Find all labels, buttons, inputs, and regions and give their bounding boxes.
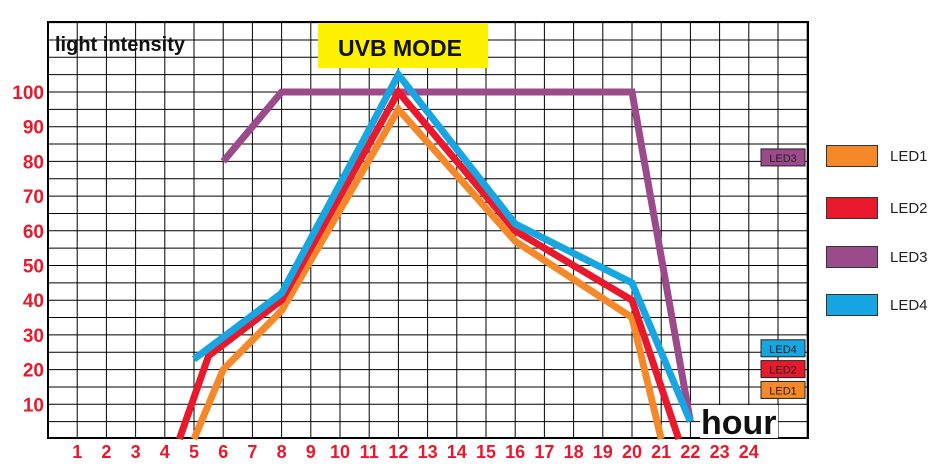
x-tick-label: 8	[277, 442, 287, 462]
y-tick-label: 30	[23, 326, 44, 347]
x-tick-label: 14	[447, 442, 467, 462]
series-line-led3	[220, 88, 694, 423]
plot-frame	[47, 21, 809, 439]
x-tick-label: 22	[680, 442, 700, 462]
x-axis-ticks: 1 2 3 4 5 6 7 8 9 10 11 12 13 14 15 16 17 18 19 20 21 22 23 24	[72, 442, 759, 462]
legend-item-led2: LED2	[826, 196, 928, 220]
y-tick-label: 70	[23, 187, 44, 208]
x-tick-label: 19	[593, 442, 613, 462]
x-tick-label: 18	[564, 442, 584, 462]
x-tick-label: 1	[72, 442, 82, 462]
legend-swatch	[826, 294, 878, 316]
x-axis-label-background	[700, 405, 778, 438]
end-label-tag-led3	[760, 148, 806, 167]
legend-swatch	[826, 145, 878, 167]
x-tick-label: 24	[739, 442, 759, 462]
x-tick-label: 12	[388, 442, 408, 462]
y-tick-label: 60	[23, 222, 44, 243]
x-tick-label: 21	[651, 442, 671, 462]
y-tick-label: 80	[23, 152, 44, 173]
x-tick-label: 2	[101, 442, 111, 462]
x-tick-label: 4	[160, 442, 170, 462]
legend-label: LED4	[890, 296, 928, 314]
x-tick-label: 6	[218, 442, 228, 462]
end-label-tag-led4	[760, 339, 806, 358]
x-tick-label: 20	[622, 442, 642, 462]
end-label-text-led3: LED3	[769, 153, 797, 165]
series-lines	[176, 68, 694, 441]
y-axis-ticks: 10 20 30 40 50 60 70 80 90 100	[12, 83, 44, 416]
end-label-text-led1: LED1	[769, 385, 797, 397]
y-tick-label: 50	[23, 257, 44, 278]
legend-item-led1: LED1	[826, 144, 928, 168]
y-tick-label: 100	[12, 83, 44, 104]
legend-swatch	[826, 197, 878, 219]
x-tick-label: 15	[476, 442, 496, 462]
end-label-text-led2: LED2	[769, 365, 797, 377]
x-tick-label: 3	[131, 442, 141, 462]
x-tick-label: 11	[360, 442, 379, 462]
series-line-led2	[176, 85, 683, 441]
x-tick-label: 17	[534, 442, 554, 462]
x-axis-label: hour	[701, 404, 777, 442]
legend-label: LED2	[890, 199, 928, 217]
end-label-tag-led2	[760, 360, 806, 379]
end-label-text-led4: LED4	[769, 344, 797, 356]
legend-item-led4: LED4	[826, 293, 928, 317]
series-end-labels: LED3 LED4 LED2 LED1	[760, 148, 806, 399]
legend-label: LED3	[890, 248, 928, 266]
x-tick-label: 5	[189, 442, 199, 462]
end-label-tag-led1	[760, 380, 806, 399]
x-tick-label: 16	[505, 442, 525, 462]
legend-item-led3: LED3	[826, 245, 928, 269]
x-tick-label: 23	[710, 442, 730, 462]
x-tick-label: 10	[330, 442, 350, 462]
y-tick-label: 40	[23, 291, 44, 312]
x-tick-label: 7	[247, 442, 257, 462]
title-background	[318, 23, 488, 68]
x-tick-label: 9	[306, 442, 316, 462]
legend-swatch	[826, 246, 878, 268]
series-line-led1	[190, 103, 665, 441]
y-tick-label: 10	[23, 395, 44, 416]
y-axis-label: light intensity	[55, 34, 186, 56]
y-tick-label: 20	[23, 361, 44, 382]
series-line-led4	[191, 68, 694, 424]
y-tick-label: 90	[23, 118, 44, 139]
chart-grid	[48, 22, 808, 438]
x-tick-label: 13	[418, 442, 438, 462]
chart-title: UVB MODE	[338, 35, 462, 61]
legend-label: LED1	[890, 147, 928, 165]
